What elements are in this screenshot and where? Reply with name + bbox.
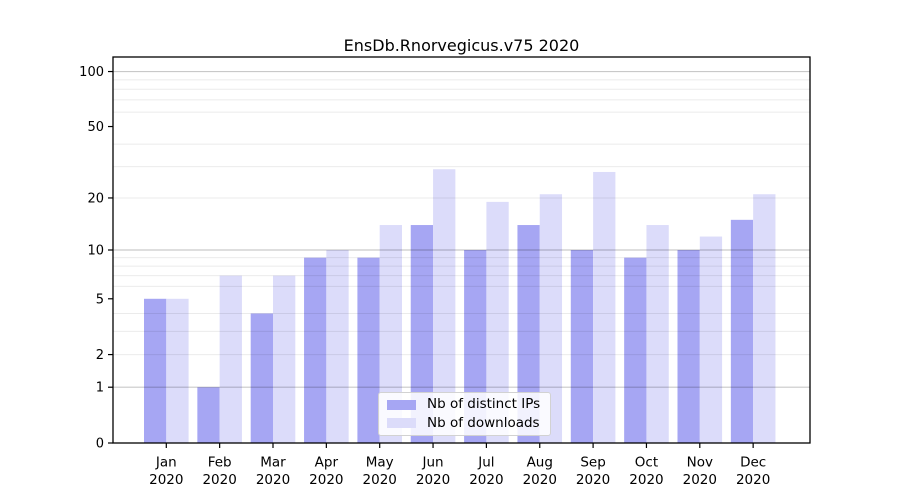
bar-nov-s1	[699, 236, 723, 443]
chart-title: EnsDb.Rnorvegicus.v75 2020	[343, 36, 580, 55]
x-tick-label-month: Aug	[527, 455, 553, 471]
x-tick-label-month: Jun	[422, 455, 444, 471]
x-tick-label-month: Feb	[208, 455, 232, 471]
x-tick-label-year: 2020	[523, 472, 557, 488]
bar-dec-s1	[753, 194, 776, 443]
x-tick-label-year: 2020	[256, 472, 290, 488]
x-tick-label-month: Sep	[580, 455, 605, 471]
x-tick-label-month: Dec	[740, 455, 766, 471]
y-tick-label: 2	[96, 348, 104, 363]
bar-jan-s1	[166, 298, 189, 443]
y-tick-label: 100	[79, 65, 104, 80]
y-tick-label: 10	[87, 244, 104, 259]
x-tick-label-year: 2020	[683, 472, 717, 488]
x-tick-label-month: Nov	[687, 455, 713, 471]
bar-feb-s1	[219, 275, 242, 443]
x-tick-label-year: 2020	[202, 472, 236, 488]
legend-swatch-downloads	[387, 418, 416, 429]
bar-may-s0	[357, 257, 380, 443]
x-tick-label-year: 2020	[416, 472, 450, 488]
x-tick-label-year: 2020	[576, 472, 610, 488]
y-tick-label: 0	[96, 437, 104, 452]
bar-aug-s0	[517, 225, 540, 443]
legend-label-downloads: Nb of downloads	[427, 414, 540, 431]
x-tick-label-month: Oct	[635, 455, 658, 471]
y-tick-label: 20	[87, 191, 104, 206]
bar-apr-s1	[326, 250, 349, 443]
x-tick-label-year: 2020	[309, 472, 343, 488]
y-tick-label: 50	[87, 120, 104, 135]
x-tick-label-year: 2020	[363, 472, 397, 488]
x-tick-label-month: Mar	[260, 455, 286, 471]
x-tick-label-month: Jul	[477, 455, 494, 471]
legend: Nb of distinct IPs Nb of downloads	[378, 392, 551, 436]
bar-jan-s0	[144, 298, 167, 443]
x-tick-label-year: 2020	[149, 472, 183, 488]
bar-jul-s1	[486, 201, 509, 443]
bar-aug-s1	[539, 194, 563, 443]
x-tick-label-month: Apr	[315, 455, 339, 471]
x-tick-label-year: 2020	[629, 472, 663, 488]
legend-item-downloads: Nb of downloads	[387, 414, 542, 431]
x-tick-label-year: 2020	[469, 472, 503, 488]
x-tick-label-year: 2020	[736, 472, 770, 488]
bar-apr-s0	[304, 257, 327, 443]
legend-swatch-distinct-ips	[387, 399, 416, 410]
y-tick-label: 1	[96, 381, 104, 396]
bar-may-s1	[379, 225, 402, 443]
bar-feb-s0	[197, 387, 220, 443]
bar-mar-s0	[250, 313, 273, 443]
bar-jun-s0	[410, 225, 434, 443]
tick-labels-group: 0125102050100Jan2020Feb2020Mar2020Apr202…	[79, 65, 770, 488]
bar-dec-s0	[730, 219, 754, 443]
bar-jun-s1	[433, 169, 456, 443]
gridlines-group	[113, 70, 810, 388]
legend-label-distinct-ips: Nb of distinct IPs	[427, 396, 541, 412]
tick-marks-group	[108, 70, 754, 448]
bar-sep-s1	[593, 171, 616, 444]
x-tick-label-month: Jan	[155, 455, 177, 471]
bar-oct-s0	[624, 257, 647, 443]
bar-nov-s0	[677, 250, 700, 443]
bar-mar-s1	[273, 275, 296, 443]
legend-item-distinct-ips: Nb of distinct IPs	[387, 396, 542, 412]
y-tick-label: 5	[96, 292, 104, 307]
bar-sep-s0	[570, 250, 594, 443]
bar-oct-s1	[646, 225, 669, 443]
x-tick-label-month: May	[366, 455, 394, 471]
